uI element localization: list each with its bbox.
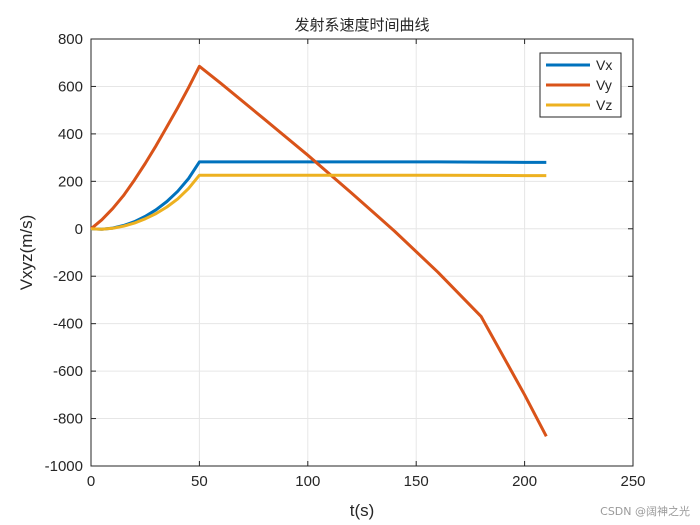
- series-line-vz: [90, 173, 547, 231]
- y-tick-label: -400: [53, 316, 83, 333]
- y-tick-label: -1000: [45, 458, 83, 475]
- y-tick-label: -800: [53, 411, 83, 428]
- x-axis: 0 50 100 150 200 250: [87, 39, 646, 490]
- x-tick-label: 0: [87, 473, 95, 490]
- series-line-vx: [90, 160, 547, 231]
- legend-label-vx: Vx: [596, 57, 612, 73]
- series-line-vy: [90, 64, 548, 437]
- x-tick-label: 150: [404, 473, 429, 490]
- x-axis-label: t(s): [350, 501, 375, 520]
- legend-label-vy: Vy: [596, 77, 612, 93]
- y-tick-label: -200: [53, 268, 83, 285]
- x-tick-label: 200: [512, 473, 537, 490]
- legend-label-vz: Vz: [596, 97, 612, 113]
- grid: [91, 39, 633, 466]
- y-tick-label: 400: [58, 126, 83, 143]
- y-tick-label: 600: [58, 78, 83, 95]
- y-tick-label: -600: [53, 363, 83, 380]
- series-lines: [90, 64, 548, 437]
- legend: Vx Vy Vz: [539, 52, 622, 118]
- x-tick-label: 100: [295, 473, 320, 490]
- chart-title: 发射系速度时间曲线: [294, 16, 429, 34]
- y-tick-label: 0: [75, 221, 83, 238]
- y-tick-label: 800: [58, 31, 83, 48]
- y-tick-label: 200: [58, 173, 83, 190]
- y-axis: -1000 -800 -600 -400 -200 0 200 400 600 800: [45, 31, 633, 475]
- x-tick-label: 250: [620, 473, 645, 490]
- x-tick-label: 50: [191, 473, 208, 490]
- watermark: CSDN @阔神之光: [600, 504, 690, 518]
- y-axis-label: Vxyz(m/s): [17, 215, 36, 291]
- plot-area: [90, 38, 634, 467]
